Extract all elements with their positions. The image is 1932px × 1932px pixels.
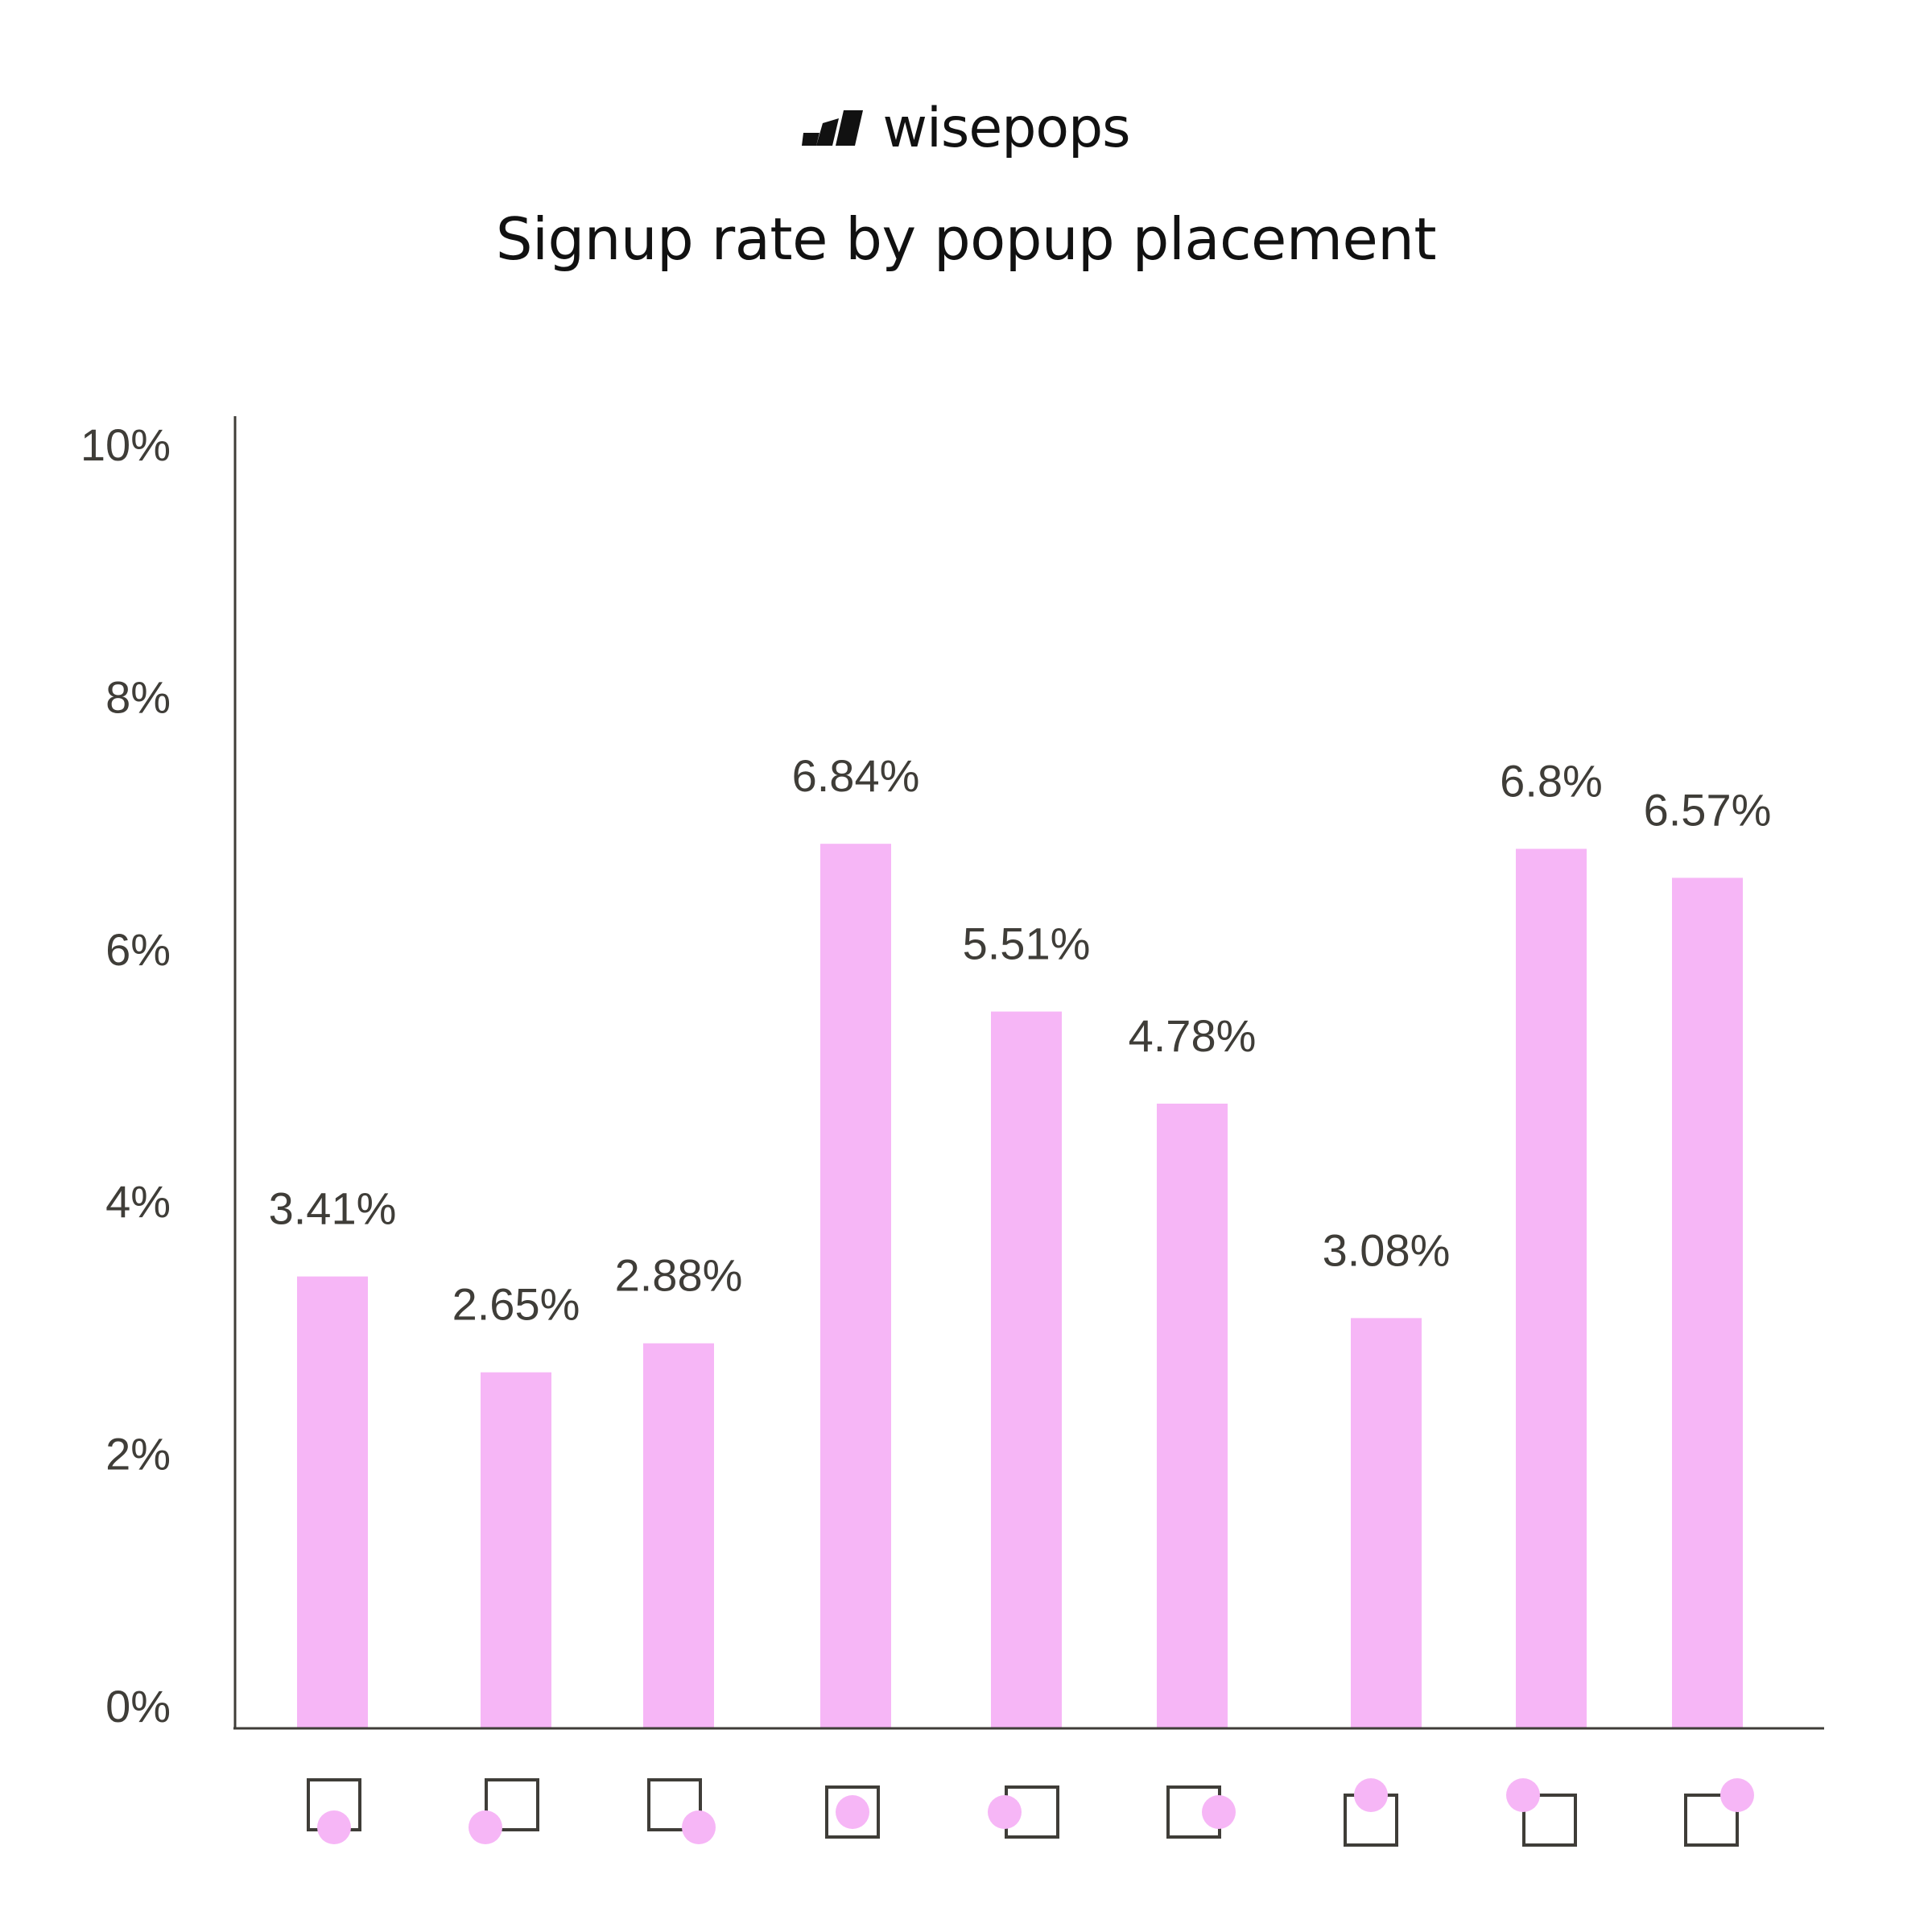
placement-top-right-icon [1684,1778,1754,1847]
bar-value-label: 3.41% [269,1183,397,1234]
bar-top-left [1351,1318,1422,1728]
bar-value-label: 2.88% [615,1250,743,1301]
placement-top-left-icon [1344,1778,1398,1847]
wisepops-logo-icon [802,109,864,146]
brand-logo: wisepops [0,97,1932,160]
placement-right-icon [1166,1785,1236,1839]
placement-left-icon [988,1785,1059,1839]
brand-name: wisepops [882,97,1130,160]
bar-center [820,844,891,1728]
bar-value-label: 2.65% [452,1279,580,1330]
bar-bottom-left [297,1276,368,1728]
placement-center-icon [825,1785,880,1839]
bar-value-label: 5.51% [963,919,1091,969]
bar-bottom-left-outside [481,1372,551,1728]
bar-left [991,1011,1062,1728]
placement-bottom-left-icon [307,1778,361,1844]
bar-right [1157,1103,1228,1728]
bar-value-label: 4.78% [1129,1010,1257,1061]
bar-value-label: 6.57% [1644,784,1772,835]
y-tick-label: 6% [105,924,171,975]
y-tick-label: 2% [105,1429,171,1480]
bar-value-label: 6.8% [1500,755,1603,806]
y-tick-label: 8% [105,671,171,722]
y-tick-label: 4% [105,1176,171,1227]
chart-title: Signup rate by popup placement [495,205,1437,273]
bar-value-label: 3.08% [1323,1224,1451,1275]
bar-top-right [1672,877,1743,1728]
y-tick-label: 10% [80,419,171,470]
bar-bottom-right [643,1343,714,1728]
bar-value-label: 6.84% [792,750,920,801]
y-tick-label: 0% [105,1681,171,1732]
placement-top-left-outside-icon [1506,1778,1577,1847]
placement-bottom-right-icon [647,1778,716,1844]
bar-top-left-outside [1516,848,1587,1728]
placement-bottom-left-outside-icon [469,1778,539,1844]
